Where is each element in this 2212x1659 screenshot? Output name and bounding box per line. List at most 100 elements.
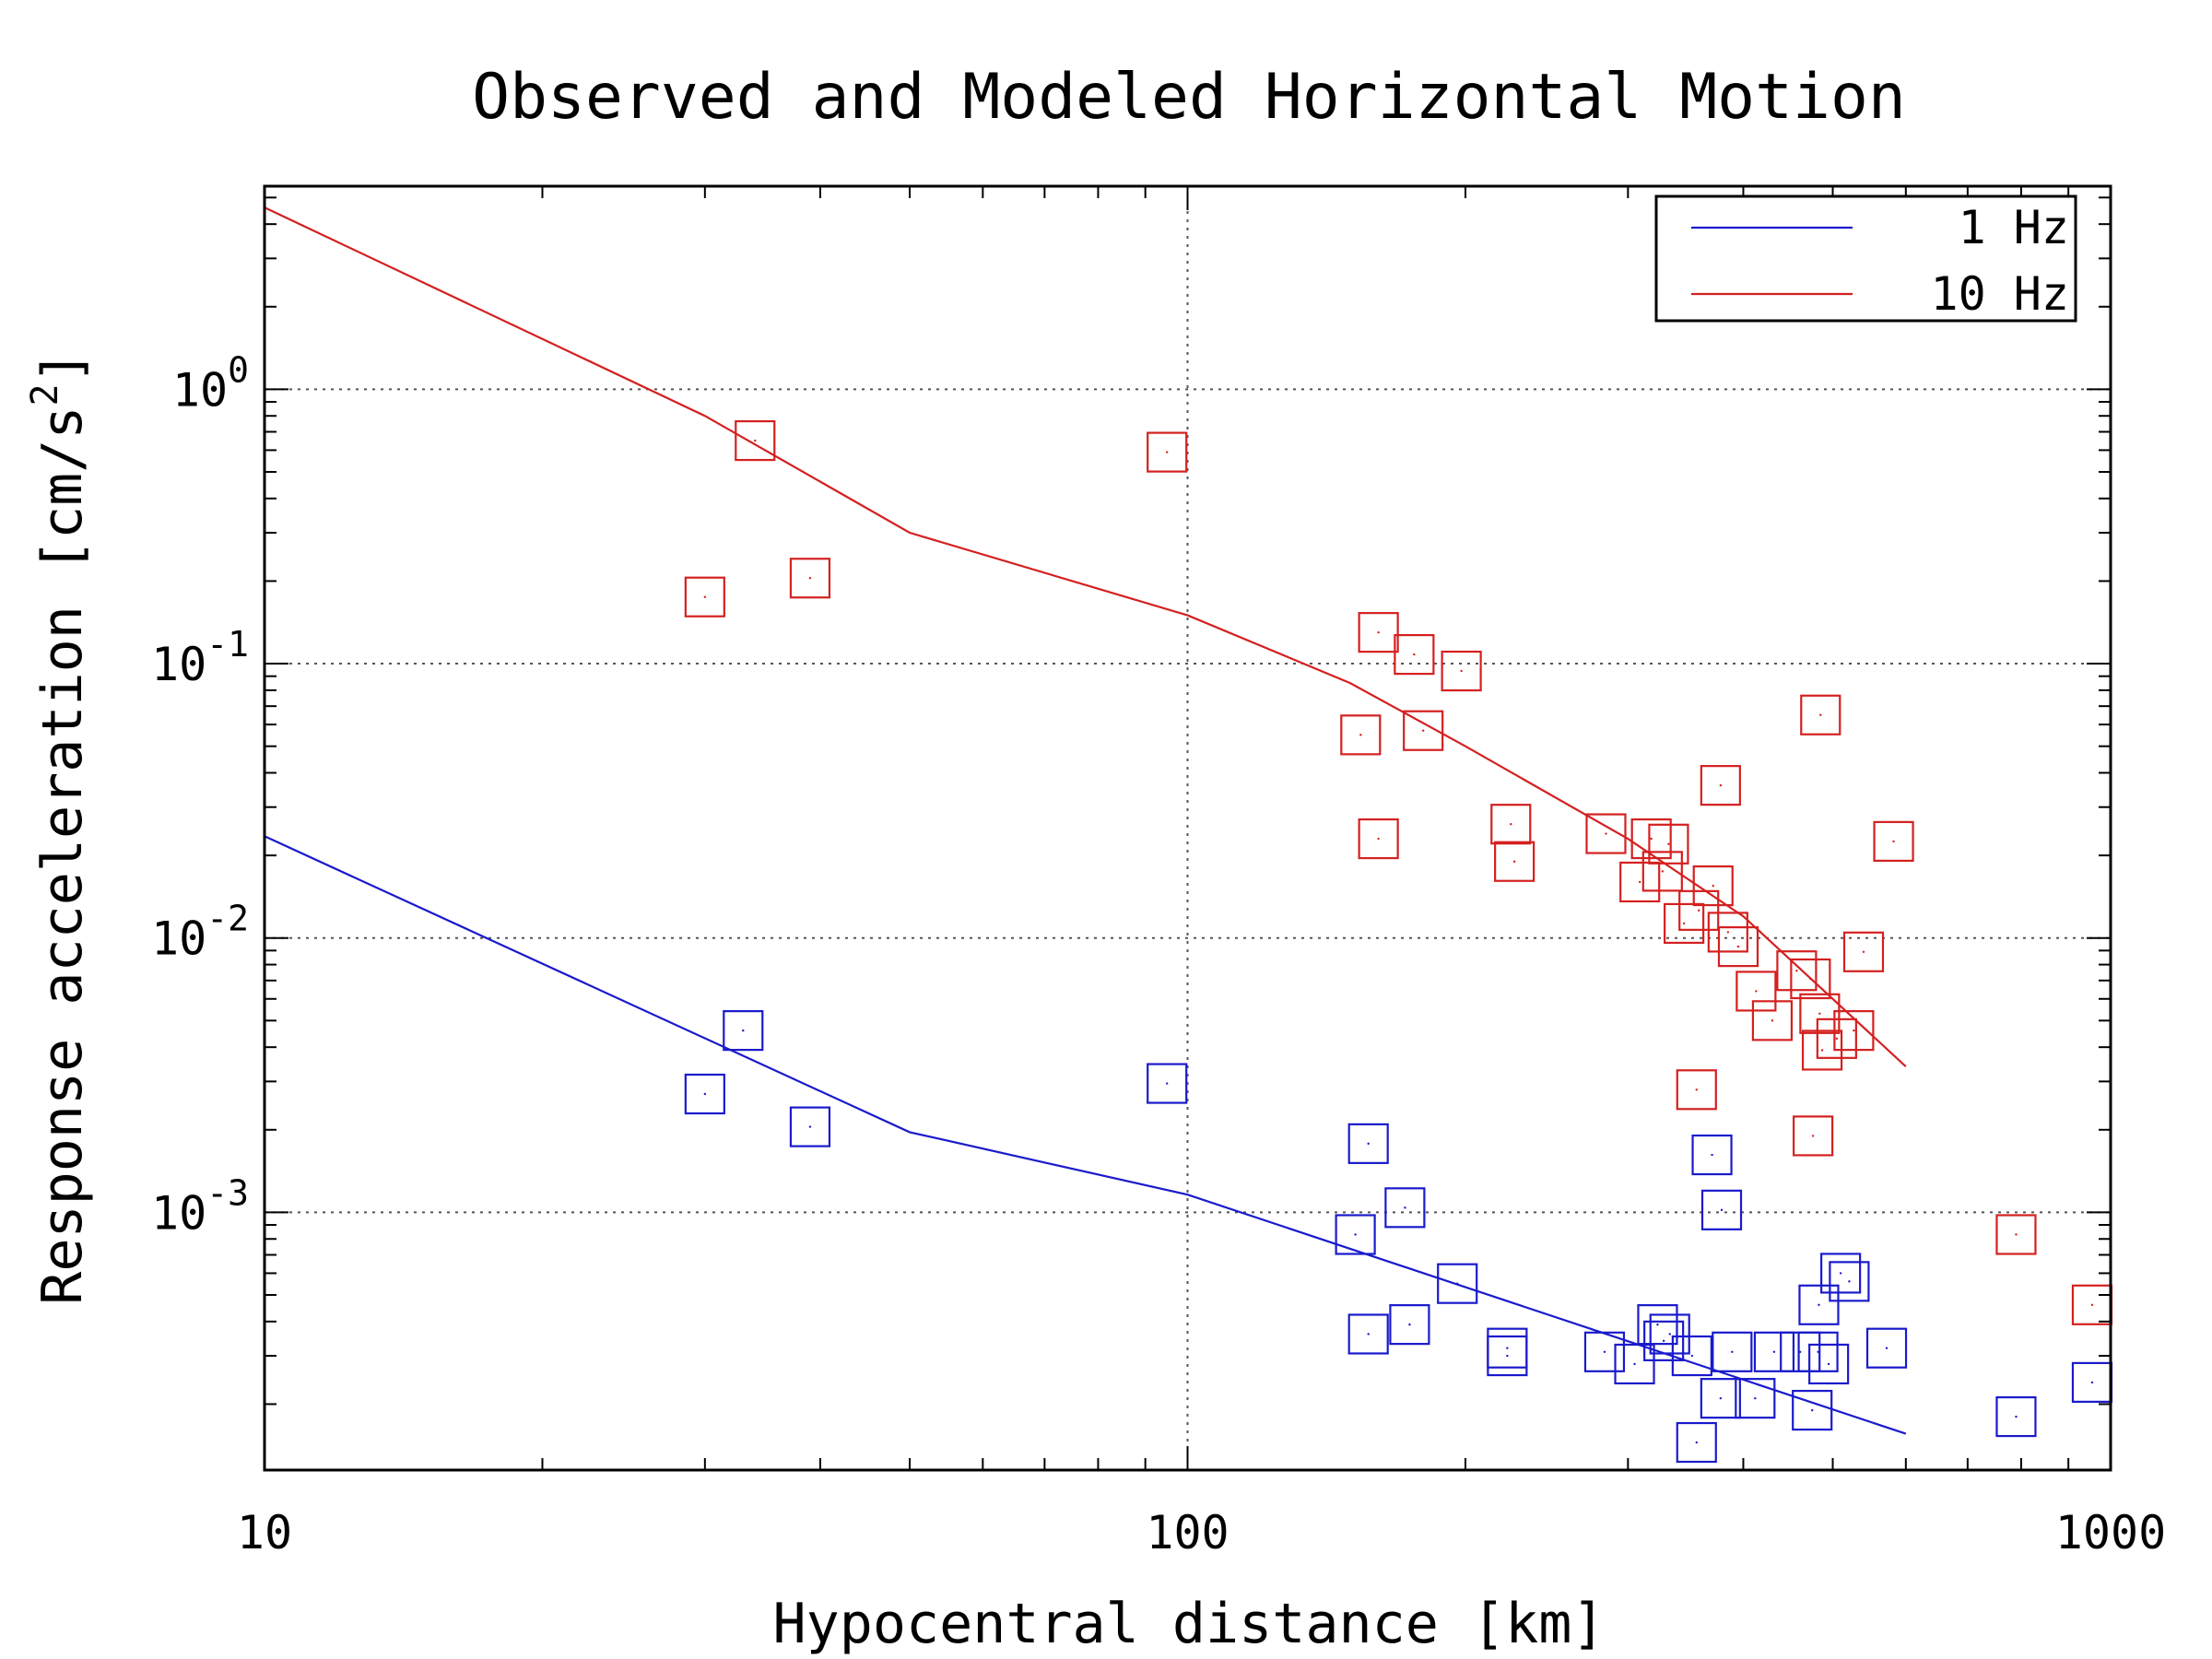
series-points (684, 419, 2113, 1464)
data-point (1648, 823, 1689, 865)
data-point-center (1698, 909, 1700, 912)
data-point (684, 576, 725, 618)
data-point (1792, 1389, 1833, 1431)
data-point-center (1460, 669, 1463, 673)
data-point (1335, 1214, 1376, 1255)
data-point (1776, 950, 1818, 992)
data-point (1147, 431, 1188, 473)
data-point (1678, 889, 1720, 931)
data-point-center (1359, 734, 1362, 736)
y-axis-label-exponent: 2 (24, 383, 66, 406)
data-point-center (754, 439, 757, 442)
data-point (1797, 1331, 1839, 1372)
data-point-center (2090, 1381, 2094, 1384)
data-point (1630, 818, 1672, 860)
data-point-center (1413, 653, 1416, 656)
legend-box (1654, 194, 2077, 323)
data-point-center (1835, 1037, 1839, 1041)
data-point (1700, 1189, 1743, 1230)
ticks (264, 186, 2112, 1470)
data-point (1384, 1187, 1426, 1229)
data-point-center (1720, 1208, 1724, 1212)
data-point-center (1667, 842, 1670, 845)
x-axis-label: Hypocentral distance [km] (772, 1592, 1605, 1656)
data-point (1490, 804, 1532, 845)
data-point-center (1603, 1350, 1606, 1354)
data-point-center (703, 595, 707, 598)
data-point-center (1404, 1206, 1406, 1209)
data-point (1700, 765, 1741, 806)
data-point (1403, 710, 1444, 751)
data-point-center (1165, 451, 1169, 453)
data-point (1829, 1261, 1870, 1302)
y-tick-label-exponent: 0 (228, 349, 249, 390)
data-point-center (1656, 1323, 1659, 1326)
data-point (684, 1073, 725, 1115)
data-point-center (1719, 1396, 1723, 1400)
y-tick-label: 10-3 (151, 1172, 249, 1240)
data-point (1641, 851, 1683, 892)
data-point (1583, 1331, 1626, 1372)
y-tick-label-base: 10 (151, 1186, 206, 1240)
data-point-center (1455, 1282, 1459, 1285)
data-point-center (1755, 990, 1758, 993)
chart-title: Observed and Modeled Horizontal Motion (472, 61, 1906, 134)
data-point-center (1817, 1350, 1819, 1354)
data-point (1637, 1304, 1678, 1346)
data-point (1717, 926, 1759, 968)
data-point-center (1506, 1347, 1509, 1349)
data-point-center (1367, 1142, 1370, 1146)
data-point-center (1818, 1012, 1821, 1016)
data-point (789, 1106, 831, 1147)
data-point (1700, 1378, 1741, 1419)
data-point-center (808, 1125, 812, 1128)
data-point (1643, 1320, 1685, 1361)
y-tick-label-base: 10 (151, 912, 206, 966)
data-point-center (1695, 1441, 1698, 1444)
data-point-center (1408, 1323, 1411, 1326)
data-point-center (703, 1092, 707, 1096)
data-point (1798, 1284, 1840, 1325)
data-point (1793, 1115, 1834, 1157)
legend-label: 10 Hz (1930, 267, 2069, 321)
legend: 1 Hz 10 Hz (1654, 194, 2077, 323)
data-point-center (1726, 931, 1730, 934)
data-point (1358, 612, 1399, 653)
y-tick-label-base: 10 (172, 363, 228, 417)
data-point (1873, 820, 1914, 862)
data-point-center (1421, 729, 1425, 732)
data-point-center (1668, 1333, 1671, 1335)
data-point (1358, 818, 1399, 860)
y-tick-label: 10-2 (151, 899, 249, 966)
data-point (1712, 1331, 1753, 1372)
data-point-center (1638, 880, 1641, 884)
x-tick-label: 1000 (2055, 1506, 2166, 1559)
data-point (1347, 1313, 1389, 1355)
data-point-center (1165, 1082, 1169, 1085)
data-point-center (1772, 1350, 1776, 1354)
data-point (1790, 958, 1831, 1000)
data-point-center (1512, 860, 1516, 863)
data-point (1441, 650, 1482, 692)
data-point (1437, 1263, 1478, 1304)
data-point (1865, 1327, 1908, 1369)
data-point-center (1771, 1019, 1774, 1022)
data-point (1664, 902, 1705, 945)
data-point-center (1367, 1333, 1370, 1335)
data-point (1707, 912, 1748, 953)
data-point-center (1633, 1362, 1636, 1366)
data-point-center (1711, 1153, 1713, 1157)
data-point-center (1892, 840, 1895, 843)
data-point (1799, 993, 1841, 1034)
data-point (1676, 1069, 1717, 1111)
data-point-center (1862, 950, 1865, 953)
y-tick-label: 100 (172, 349, 249, 417)
data-point (1751, 1000, 1794, 1041)
data-point (789, 558, 831, 599)
data-point-center (1377, 630, 1380, 634)
data-point-center (1811, 1408, 1814, 1412)
data-point (1147, 1063, 1188, 1104)
data-point (1614, 1343, 1655, 1385)
data-point-center (1754, 1396, 1757, 1400)
